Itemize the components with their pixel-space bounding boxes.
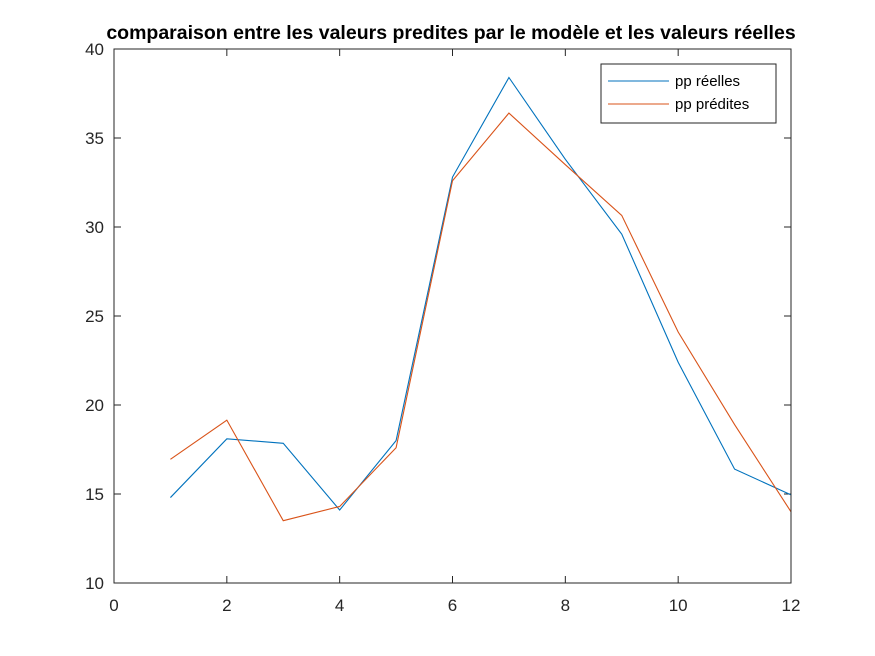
x-tick-label: 6 bbox=[448, 596, 457, 615]
legend: pp réelles pp prédites bbox=[600, 63, 777, 124]
y-tick-label: 40 bbox=[85, 40, 104, 59]
axes-box bbox=[113, 48, 792, 584]
x-tick-label: 10 bbox=[669, 596, 688, 615]
y-tick-label: 35 bbox=[85, 129, 104, 148]
x-tick-label: 12 bbox=[782, 596, 801, 615]
axis-tick-labels: 0 2 4 6 8 10 12 10 15 20 25 30 35 40 bbox=[85, 40, 800, 615]
y-tick-label: 25 bbox=[85, 307, 104, 326]
series-lines bbox=[170, 76, 792, 522]
x-tick-label: 4 bbox=[335, 596, 344, 615]
y-tick-label: 15 bbox=[85, 485, 104, 504]
x-tick-label: 8 bbox=[561, 596, 570, 615]
series-line-2 bbox=[170, 112, 792, 522]
y-tick-label: 20 bbox=[85, 396, 104, 415]
chart-title: comparaison entre les valeurs predites p… bbox=[106, 22, 795, 44]
y-tick-label: 10 bbox=[85, 574, 104, 593]
x-tick-label: 2 bbox=[222, 596, 231, 615]
legend-label: pp réelles bbox=[675, 73, 740, 90]
series-line-1 bbox=[170, 76, 792, 511]
plot-area bbox=[114, 49, 791, 583]
x-tick-label: 0 bbox=[109, 596, 118, 615]
legend-label: pp prédites bbox=[675, 96, 749, 113]
y-tick-label: 30 bbox=[85, 218, 104, 237]
legend-box bbox=[600, 63, 777, 124]
